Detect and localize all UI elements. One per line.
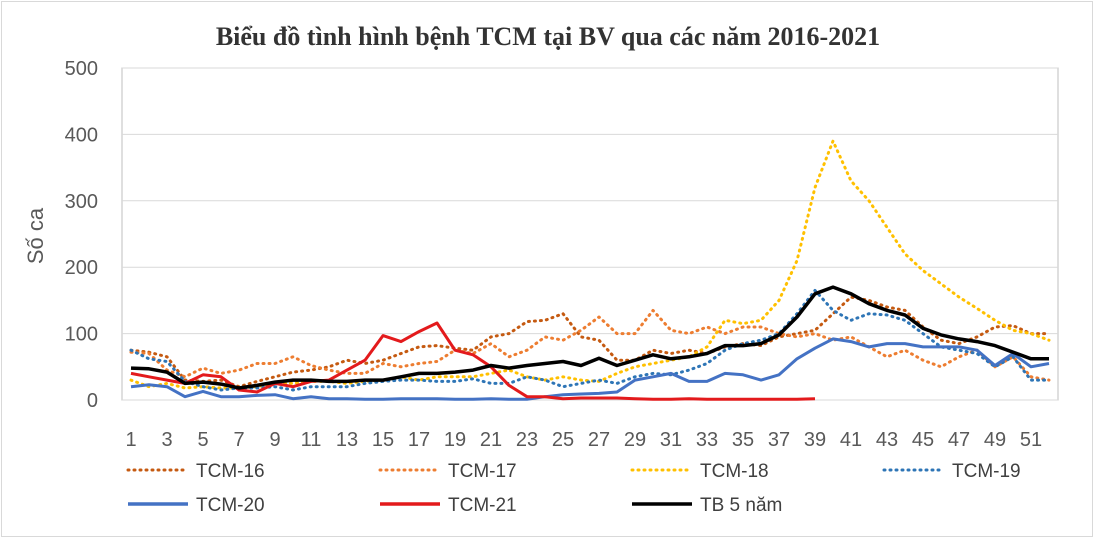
series-line-4	[130, 337, 1050, 401]
x-tick-label: 51	[1020, 429, 1042, 451]
series-line-3	[129, 288, 1051, 392]
x-tick-label: 33	[696, 429, 718, 451]
x-tick-label: 35	[732, 429, 754, 451]
x-tick-label: 5	[197, 429, 208, 451]
y-tick-label: 100	[65, 324, 98, 346]
legend-label: TCM-20	[196, 495, 265, 516]
x-tick-label: 9	[269, 429, 280, 451]
legend-label: TCM-16	[196, 461, 265, 482]
x-tick-label: 23	[516, 429, 538, 451]
y-tick-label: 0	[87, 390, 98, 412]
y-tick-label: 400	[65, 124, 98, 146]
x-tick-label: 37	[768, 429, 790, 451]
y-tick-label: 200	[65, 257, 98, 279]
x-tick-label: 3	[161, 429, 172, 451]
series-line-6	[130, 285, 1049, 390]
x-tick-label: 41	[840, 429, 862, 451]
x-tick-label: 29	[624, 429, 646, 451]
legend-label: TB 5 năm	[700, 495, 782, 516]
x-tick-label: 27	[588, 429, 610, 451]
x-tick-label: 39	[804, 429, 826, 451]
y-tick-label: 300	[65, 191, 98, 213]
x-tick-label: 31	[660, 429, 682, 451]
x-tick-label: 49	[984, 429, 1006, 451]
x-tick-label: 47	[948, 429, 970, 451]
y-tick-label: 500	[65, 58, 98, 80]
legend-label: TCM-21	[448, 495, 517, 516]
x-tick-label: 1	[125, 429, 136, 451]
legend-label: TCM-19	[952, 461, 1021, 482]
legend-label: TCM-17	[448, 461, 517, 482]
y-axis-label: Số ca	[23, 207, 48, 264]
x-tick-label: 45	[912, 429, 934, 451]
chart-title: Biểu đồ tình hình bệnh TCM tại BV qua cá…	[215, 22, 881, 51]
series-line-1	[129, 308, 1051, 382]
x-tick-label: 15	[372, 429, 394, 451]
x-tick-label: 43	[876, 429, 898, 451]
series-line-0	[129, 295, 1051, 389]
x-tick-label: 11	[301, 429, 322, 451]
x-tick-label: 25	[552, 429, 574, 451]
series-line-5	[130, 321, 816, 401]
x-tick-label: 13	[336, 429, 358, 451]
x-tick-label: 17	[408, 429, 430, 451]
legend-label: TCM-18	[700, 461, 769, 482]
x-tick-label: 21	[480, 429, 502, 451]
plot-area	[121, 67, 1059, 401]
x-tick-label: 7	[233, 429, 244, 451]
x-tick-label: 19	[444, 429, 466, 451]
series-line-2	[129, 139, 1051, 390]
